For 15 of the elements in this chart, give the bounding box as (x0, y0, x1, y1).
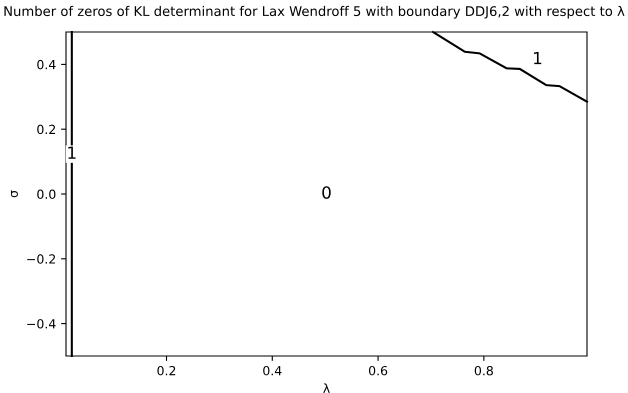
chart-title: Number of zeros of KL determinant for Lax Wendroff 5 with boundary DDJ6,2 with respect to λ (4, 6, 624, 19)
annotation: 1 (68, 146, 76, 159)
x-tick-label: 0.4 (263, 366, 282, 376)
x-tick-label: 0.6 (368, 366, 388, 376)
y-tick-label: −0.4 (27, 319, 56, 329)
y-tick-label: 0.4 (37, 60, 56, 70)
y-tick-label: −0.2 (27, 254, 56, 264)
x-tick-label: 0.2 (157, 366, 176, 376)
x-tick-label: 0.8 (474, 366, 493, 376)
y-tick-label: 0.2 (37, 124, 56, 134)
x-axis-title: λ (323, 383, 330, 393)
annotation: 1 (534, 52, 542, 64)
y-tick-label: 0.0 (37, 189, 56, 199)
annotation: 0 (322, 186, 331, 199)
y-axis-title: σ (10, 190, 18, 198)
